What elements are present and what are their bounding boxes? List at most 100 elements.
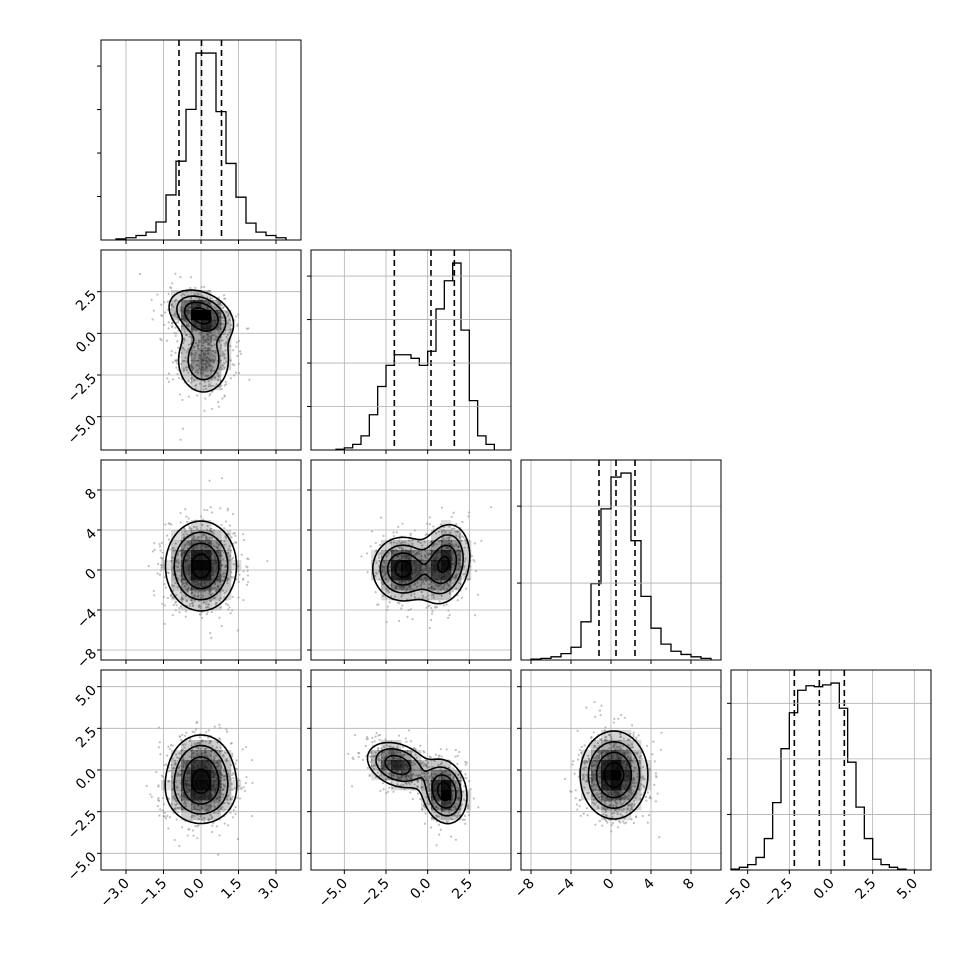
sample-point (209, 506, 212, 509)
density-cell (181, 800, 192, 811)
sample-point (431, 800, 434, 803)
density-cell (181, 370, 192, 381)
sample-point (223, 342, 226, 345)
sample-point (413, 763, 416, 766)
sample-point (230, 536, 233, 539)
sample-point (179, 605, 182, 608)
sample-point (454, 755, 457, 758)
sample-point (388, 778, 391, 781)
sample-point (429, 826, 433, 829)
sample-point (182, 341, 185, 344)
sample-point (159, 549, 162, 552)
sample-point (448, 592, 451, 595)
sample-point (221, 549, 224, 552)
joint-panel-0-3: −3.0 −1.5 0.0 1.5 3.0−5.0−2.50.02.55.0 (65, 669, 302, 911)
sample-point (397, 540, 400, 543)
sample-point (226, 333, 230, 336)
sample-point (184, 320, 188, 323)
sample-point (150, 298, 153, 301)
sample-point (198, 354, 202, 357)
sample-point (174, 313, 177, 316)
sample-point (369, 752, 372, 755)
sample-point (150, 795, 153, 798)
sample-point (423, 822, 426, 825)
sample-point (189, 527, 192, 530)
sample-point (467, 804, 470, 807)
sample-point (431, 802, 434, 805)
sample-point (173, 807, 176, 811)
sample-point (211, 366, 215, 369)
sample-point (439, 588, 442, 592)
density-cell (181, 530, 192, 541)
sample-point (191, 359, 194, 362)
sample-point (231, 755, 234, 758)
density-cell (181, 310, 192, 321)
sample-point (183, 293, 186, 296)
sample-point (188, 540, 191, 543)
sample-point (221, 368, 224, 371)
sample-point (221, 350, 224, 353)
sample-point (200, 818, 203, 822)
sample-point (186, 348, 190, 351)
sample-point (185, 583, 189, 586)
sample-point (377, 734, 380, 737)
sample-point (200, 366, 203, 369)
sample-point (204, 359, 208, 363)
sample-point (206, 331, 209, 334)
sample-point (228, 318, 231, 321)
sample-point (210, 407, 213, 410)
sample-point (231, 752, 234, 756)
sample-point (237, 580, 240, 583)
density-cell (411, 580, 422, 591)
sample-point (243, 789, 247, 792)
sample-point (191, 366, 194, 369)
sample-point (174, 609, 177, 612)
sample-point (194, 359, 197, 362)
histogram-step (335, 262, 495, 450)
sample-point (413, 529, 416, 532)
sample-point (411, 764, 414, 767)
sample-point (205, 730, 208, 734)
density-cell (211, 760, 222, 771)
density-cell (441, 580, 452, 591)
sample-point (204, 397, 207, 400)
sample-point (208, 364, 211, 367)
sample-point (431, 765, 434, 769)
sample-point (222, 326, 225, 329)
sample-point (421, 761, 424, 764)
sample-point (225, 340, 228, 344)
sample-point (174, 272, 177, 275)
sample-point (185, 600, 188, 603)
sample-point (215, 800, 218, 804)
density-cell (411, 540, 422, 551)
sample-point (432, 596, 435, 599)
sample-point (234, 371, 238, 374)
sample-point (368, 773, 371, 776)
sample-point (423, 771, 426, 774)
sample-point (170, 282, 174, 285)
sample-point (430, 606, 433, 610)
contour-line (183, 301, 219, 333)
sample-point (380, 581, 383, 584)
density-cell (221, 580, 232, 591)
density-cell (431, 770, 442, 781)
sample-point (208, 590, 211, 593)
sample-point (174, 351, 177, 354)
sample-point (200, 285, 203, 289)
sample-point (411, 617, 414, 621)
sample-point (386, 605, 389, 608)
sample-point (170, 803, 173, 806)
sample-point (369, 760, 372, 764)
sample-point (152, 309, 155, 312)
sample-point (239, 350, 242, 353)
sample-point (382, 788, 385, 791)
sample-point (181, 743, 185, 746)
sample-point (188, 525, 191, 528)
sample-point (419, 744, 422, 747)
sample-point (218, 723, 221, 726)
sample-point (211, 511, 214, 514)
sample-point (453, 576, 456, 579)
sample-point (228, 524, 232, 527)
sample-point (184, 508, 187, 511)
sample-point (223, 394, 226, 397)
